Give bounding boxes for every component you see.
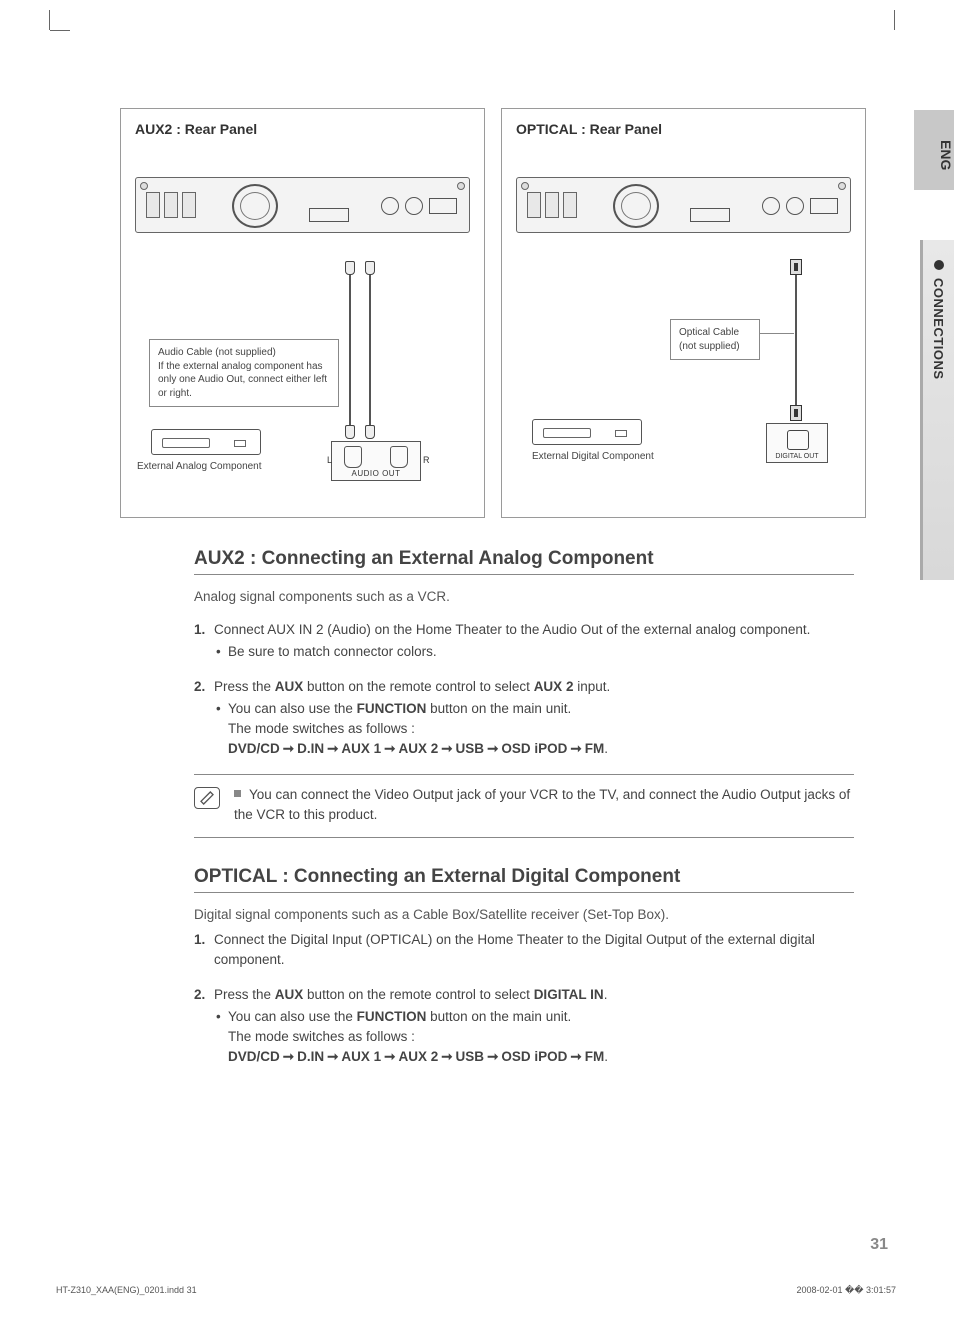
rear-panel-illustration: [135, 177, 470, 247]
diagram-aux2-component-label: External Analog Component: [137, 461, 262, 472]
bullet-icon: [934, 260, 944, 270]
mode-switch-sequence: DVD/CD➞D.IN➞AUX 1➞AUX 2➞USB➞OSD iPOD➞FM.: [214, 739, 854, 759]
diagrams-row: AUX2 : Rear Panel Audio Cable (not suppl…: [120, 108, 890, 518]
optical-plug-icon: [790, 259, 802, 275]
cable-line: [795, 275, 797, 405]
step-number: 2.: [194, 985, 205, 1005]
diagram-optical-component-label: External Digital Component: [532, 451, 654, 462]
section-optical-heading: OPTICAL : Connecting an External Digital…: [194, 866, 854, 893]
rear-panel-illustration: [516, 177, 851, 247]
diagram-optical: OPTICAL : Rear Panel Optical Cable (not …: [501, 108, 866, 518]
cable-line: [369, 275, 371, 425]
print-footer: HT-Z310_XAA(ENG)_0201.indd 31 2008-02-01…: [56, 1285, 896, 1296]
rca-plug-icon: [345, 261, 355, 275]
diagram-aux2-note: Audio Cable (not supplied) If the extern…: [149, 339, 339, 407]
step-bullet: Be sure to match connector colors.: [214, 642, 854, 662]
diagram-optical-note: Optical Cable (not supplied): [670, 319, 760, 360]
page-content: AUX2 : Rear Panel Audio Cable (not suppl…: [120, 108, 890, 1082]
mode-switch-sequence: DVD/CD➞D.IN➞AUX 1➞AUX 2➞USB➞OSD iPOD➞FM.: [214, 1047, 854, 1067]
rca-plug-icon: [365, 261, 375, 275]
crop-mark-top-left: [40, 10, 50, 30]
step-1: 1. Connect AUX IN 2 (Audio) on the Home …: [194, 620, 854, 663]
section-aux2-steps: 1. Connect AUX IN 2 (Audio) on the Home …: [194, 620, 854, 760]
audio-out-label: AUDIO OUT: [332, 469, 420, 478]
pencil-note-icon: [194, 787, 220, 809]
optical-plug-icon: [790, 405, 802, 421]
section-optical-steps: 1. Connect the Digital Input (OPTICAL) o…: [194, 930, 854, 1068]
step-bullet: You can also use the FUNCTION button on …: [214, 1007, 854, 1048]
note-leader-line: [760, 333, 794, 334]
section-aux2: AUX2 : Connecting an External Analog Com…: [194, 548, 854, 1068]
side-tab-section-label: CONNECTIONS: [931, 278, 946, 380]
footer-timestamp: 2008-02-01 �� 3:01:57: [796, 1285, 896, 1296]
footer-filename: HT-Z310_XAA(ENG)_0201.indd 31: [56, 1285, 197, 1296]
digital-out-label: DIGITAL OUT: [767, 453, 827, 460]
step-1: 1. Connect the Digital Input (OPTICAL) o…: [194, 930, 854, 971]
cable-line: [349, 275, 351, 425]
audio-out-jacks-icon: AUDIO OUT: [331, 441, 421, 481]
section-optical-intro: Digital signal components such as a Cabl…: [194, 907, 854, 922]
rca-plug-icon: [365, 425, 375, 439]
rca-plug-icon: [345, 425, 355, 439]
crop-mark-top-right: [894, 10, 904, 30]
right-channel-label: R: [423, 455, 430, 465]
digital-out-jack-icon: DIGITAL OUT: [766, 423, 828, 463]
step-2: 2. Press the AUX button on the remote co…: [194, 677, 854, 760]
step-number: 1.: [194, 930, 205, 950]
diagram-optical-title: OPTICAL : Rear Panel: [516, 121, 851, 137]
page-number: 31: [870, 1236, 888, 1254]
left-channel-label: L: [327, 455, 332, 465]
step-text: Press the AUX button on the remote contr…: [214, 987, 607, 1002]
external-component-icon: [151, 429, 261, 455]
side-tab-lang: ENG: [914, 110, 954, 190]
step-2: 2. Press the AUX button on the remote co…: [194, 985, 854, 1068]
section-aux2-heading: AUX2 : Connecting an External Analog Com…: [194, 548, 854, 575]
step-text: Press the AUX button on the remote contr…: [214, 679, 610, 694]
step-text: Connect AUX IN 2 (Audio) on the Home The…: [214, 622, 810, 637]
step-number: 1.: [194, 620, 205, 640]
section-aux2-intro: Analog signal components such as a VCR.: [194, 589, 854, 604]
tip-note: You can connect the Video Output jack of…: [194, 774, 854, 839]
side-tab-section: CONNECTIONS: [920, 240, 954, 580]
diagram-aux2-title: AUX2 : Rear Panel: [135, 121, 470, 137]
external-component-icon: [532, 419, 642, 445]
tip-text: You can connect the Video Output jack of…: [234, 785, 854, 826]
diagram-aux2: AUX2 : Rear Panel Audio Cable (not suppl…: [120, 108, 485, 518]
step-bullet: You can also use the FUNCTION button on …: [214, 699, 854, 740]
step-text: Connect the Digital Input (OPTICAL) on t…: [214, 932, 815, 967]
step-number: 2.: [194, 677, 205, 697]
square-bullet-icon: [234, 790, 241, 797]
